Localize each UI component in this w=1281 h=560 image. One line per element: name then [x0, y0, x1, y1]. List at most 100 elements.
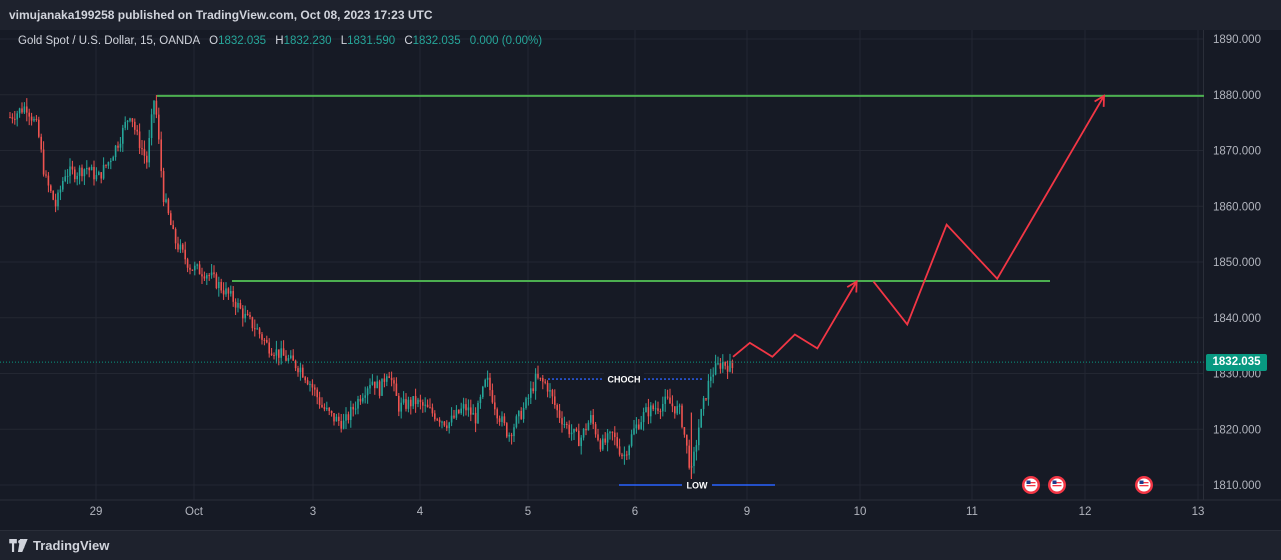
y-tick-label: 1850.000: [1213, 257, 1261, 269]
candle-body: [165, 199, 167, 203]
candle-body: [88, 167, 90, 171]
candle-body: [52, 190, 54, 200]
candle-body: [45, 174, 47, 176]
candle-body: [350, 406, 352, 421]
tradingview-brand[interactable]: TradingView: [33, 538, 110, 553]
candle-body: [304, 377, 306, 381]
candle-body: [18, 108, 21, 114]
candle-body: [522, 408, 525, 419]
flag-canton: [1026, 480, 1031, 484]
candle-body: [419, 399, 422, 403]
candle-body: [587, 422, 590, 431]
x-tick-label: Oct: [185, 506, 204, 518]
candle-body: [626, 454, 628, 456]
candle-body: [424, 404, 426, 406]
high-label: H: [275, 35, 284, 47]
chart-svg: 1890.000 1880.000 1870.000 1860.000 1850.000…: [0, 30, 1281, 518]
candle-body: [282, 348, 285, 356]
candle-body: [414, 396, 417, 405]
candle-body: [78, 167, 81, 176]
x-tick-label: 13: [1192, 506, 1205, 518]
candle-body: [638, 424, 640, 429]
candle-body: [266, 340, 268, 343]
candle-body: [707, 380, 710, 400]
candle-body: [155, 100, 158, 115]
footer-bar: TradingView: [0, 530, 1281, 560]
candle-body: [30, 116, 33, 121]
candle-body: [640, 422, 642, 429]
candle-body: [726, 365, 729, 372]
candle-body: [438, 419, 441, 423]
candle-body: [81, 167, 83, 177]
flag-stripe: [1026, 482, 1036, 484]
candle-body: [645, 407, 647, 413]
candle-body: [549, 390, 551, 392]
candle-body: [582, 428, 585, 438]
tradingview-logo-icon[interactable]: [9, 539, 29, 552]
chart-plot-area[interactable]: [0, 30, 1204, 500]
candle-body: [407, 399, 410, 409]
candle-body: [261, 334, 263, 340]
candle-body: [160, 139, 162, 172]
candle-body: [309, 383, 311, 385]
candle-body: [280, 348, 282, 358]
candle-body: [38, 119, 40, 137]
flag-stripe: [1026, 485, 1036, 487]
candle-body: [69, 166, 71, 176]
open-value: 1832.035: [218, 35, 267, 47]
close-value: 1832.035: [412, 35, 461, 47]
candle-body: [273, 355, 275, 357]
x-tick-label: 6: [632, 506, 638, 518]
candle-body: [42, 149, 45, 175]
candle-body: [501, 416, 503, 422]
candle-body: [256, 328, 258, 330]
candle-body: [546, 382, 549, 392]
candle-body: [405, 399, 407, 409]
candle-body: [244, 313, 246, 319]
candle-body: [294, 360, 297, 369]
candle-body: [112, 157, 114, 161]
candle-body: [23, 106, 26, 113]
candle-body: [722, 362, 724, 369]
candle-body: [714, 363, 717, 375]
candle-body: [326, 407, 328, 410]
candle-body: [162, 171, 165, 203]
candle-body: [712, 374, 714, 377]
candle-body: [731, 360, 734, 369]
candle-body: [710, 376, 712, 381]
candle-body: [122, 127, 124, 144]
candle-body: [474, 412, 477, 424]
candle-body: [35, 119, 38, 121]
candle-body: [297, 368, 299, 373]
candle-body: [102, 164, 105, 179]
candle-body: [239, 303, 242, 309]
low-label: L: [340, 35, 348, 47]
candle-body: [436, 419, 438, 421]
candle-body: [606, 433, 609, 443]
candle-body: [498, 418, 501, 422]
candle-body: [698, 427, 700, 446]
candle-body: [402, 399, 405, 403]
candle-body: [578, 430, 580, 447]
candle-body: [311, 383, 314, 388]
candle-body: [328, 407, 330, 412]
candle-body: [371, 381, 374, 385]
x-tick-label: 5: [525, 506, 531, 518]
candle-body: [458, 409, 460, 414]
candle-body: [388, 376, 390, 378]
candle-body: [21, 108, 23, 113]
candle-body: [479, 397, 482, 403]
candle-body: [366, 388, 369, 396]
flag-stripe: [1052, 482, 1062, 484]
candle-body: [285, 355, 287, 361]
candle-body: [654, 408, 657, 410]
x-tick-label: 4: [417, 506, 424, 518]
candle-body: [196, 264, 198, 266]
y-tick-label: 1830.000: [1213, 369, 1261, 381]
candle-body: [705, 398, 707, 400]
candle-body: [472, 412, 474, 415]
candle-body: [246, 313, 249, 315]
candle-body: [652, 405, 654, 410]
candle-body: [124, 122, 126, 128]
candle-body: [482, 386, 484, 398]
